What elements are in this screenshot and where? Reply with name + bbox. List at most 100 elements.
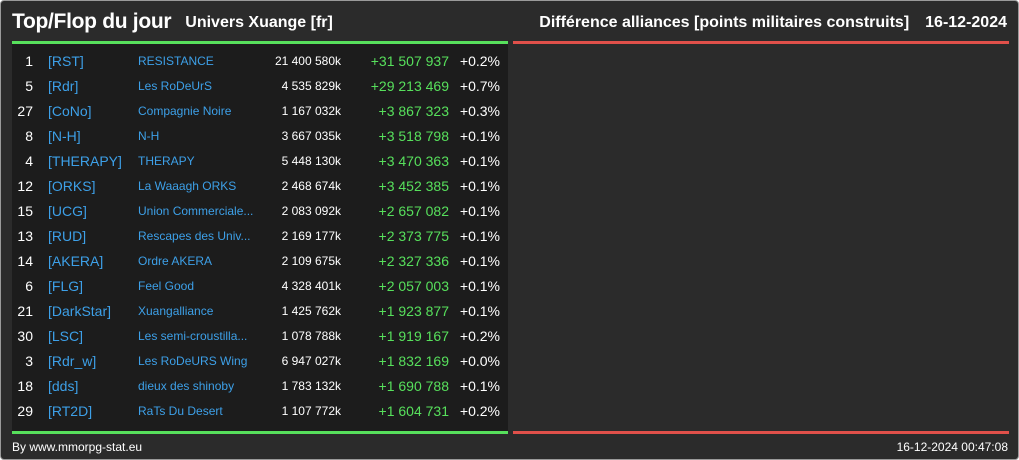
difference-cell: +1 923 877 [378, 303, 449, 319]
header-right: Différence alliances [points militaires … [539, 14, 1007, 32]
rank-cell: 15 [17, 203, 33, 219]
table-row: 30 [LSC] Les semi-croustilla... 1 078 788k +… [12, 324, 508, 349]
top-divider-red [513, 41, 1009, 44]
alliance-name-link[interactable]: RaTs Du Desert [138, 404, 223, 418]
percent-change-cell: +0.3% [459, 103, 500, 119]
alliance-tag-link[interactable]: [Rdr_w] [48, 353, 97, 369]
alliance-tag-link[interactable]: [CoNo] [48, 103, 92, 119]
alliance-name-link[interactable]: Ordre AKERA [138, 254, 213, 268]
alliance-tag-link[interactable]: [AKERA] [48, 253, 104, 269]
table-row: 3 [Rdr_w] Les RoDeURS Wing 6 947 027k +1 832… [12, 349, 508, 374]
difference-cell: +1 690 788 [378, 378, 449, 394]
percent-change-cell: +0.1% [459, 153, 500, 169]
alliance-name-link[interactable]: La Waaagh ORKS [138, 179, 237, 193]
footer-credit[interactable]: By www.mmorpg-stat.eu [12, 440, 143, 454]
bottom-divider-red [513, 431, 1009, 434]
alliance-name-link[interactable]: Xuangalliance [138, 304, 214, 318]
rank-cell: 12 [17, 178, 33, 194]
alliance-name-link[interactable]: RESISTANCE [138, 54, 214, 68]
rank-cell: 6 [25, 278, 33, 294]
percent-change-cell: +0.1% [459, 228, 500, 244]
total-points-cell: 1 078 788k [281, 329, 341, 343]
table-row: 13 [RUD] Rescapes des Univ... 2 169 177k +2 … [12, 224, 508, 249]
difference-cell: +29 213 469 [370, 78, 449, 94]
percent-change-cell: +0.1% [459, 253, 500, 269]
alliance-tag-link[interactable]: [THERAPY] [48, 153, 122, 169]
alliance-tag-link[interactable]: [LSC] [48, 328, 84, 344]
table-row: 5 [Rdr] Les RoDeUrS 4 535 829k +29 213 469 +0… [12, 74, 508, 99]
table-row: 4 [THERAPY] THERAPY 5 448 130k +3 470 363 +0.… [12, 149, 508, 174]
alliance-name-link[interactable]: Compagnie Noire [138, 104, 232, 118]
alliance-name-link[interactable]: Feel Good [138, 279, 195, 293]
total-points-cell: 1 425 762k [281, 304, 341, 318]
difference-cell: +2 373 775 [378, 228, 449, 244]
table-row: 1 [RST] RESISTANCE 21 400 580k +31 507 937 +0… [12, 49, 508, 74]
alliance-name-link[interactable]: Les RoDeUrS [138, 79, 213, 93]
rank-cell: 8 [25, 128, 33, 144]
alliance-tag-link[interactable]: [DarkStar] [48, 303, 112, 319]
rank-cell: 13 [17, 228, 33, 244]
rank-cell: 18 [17, 378, 33, 394]
alliance-tag-link[interactable]: [UCG] [48, 203, 87, 219]
alliance-name-link[interactable]: Rescapes des Univ... [138, 229, 251, 243]
difference-cell: +1 919 167 [378, 328, 449, 344]
alliance-tag-link[interactable]: [FLG] [48, 278, 84, 294]
total-points-cell: 4 535 829k [281, 79, 341, 93]
alliance-tag-link[interactable]: [RST] [48, 53, 84, 69]
difference-cell: +2 057 003 [378, 278, 449, 294]
alliance-tag-link[interactable]: [dds] [48, 378, 79, 394]
total-points-cell: 1 783 132k [281, 379, 341, 393]
footer-timestamp: 16-12-2024 00:47:08 [896, 440, 1008, 454]
alliance-tag-link[interactable]: [N-H] [48, 128, 81, 144]
page-title: Top/Flop du jour [12, 10, 172, 33]
total-points-cell: 1 107 772k [281, 404, 341, 418]
alliance-name-link[interactable]: dieux des shinoby [138, 379, 235, 393]
rank-cell: 27 [17, 103, 33, 119]
rank-cell: 14 [17, 253, 33, 269]
percent-change-cell: +0.1% [459, 178, 500, 194]
total-points-cell: 4 328 401k [281, 279, 341, 293]
alliance-name-link[interactable]: Les semi-croustilla... [138, 329, 248, 343]
percent-change-cell: +0.1% [459, 128, 500, 144]
percent-change-cell: +0.1% [459, 203, 500, 219]
difference-cell: +3 452 385 [378, 178, 449, 194]
difference-cell: +3 518 798 [378, 128, 449, 144]
universe-label: Univers Xuange [fr] [185, 14, 333, 31]
difference-cell: +3 867 323 [378, 103, 449, 119]
alliance-name-link[interactable]: THERAPY [138, 154, 195, 168]
header: Top/Flop du jour Univers Xuange [fr] Dif… [12, 7, 1007, 37]
table-row: 12 [ORKS] La Waaagh ORKS 2 468 674k +3 452 3… [12, 174, 508, 199]
alliance-name-link[interactable]: Les RoDeURS Wing [138, 354, 248, 368]
total-points-cell: 3 667 035k [281, 129, 341, 143]
percent-change-cell: +0.0% [459, 353, 500, 369]
bottom-divider-green [12, 431, 508, 434]
total-points-cell: 2 083 092k [281, 204, 341, 218]
rank-cell: 4 [25, 153, 33, 169]
alliance-name-link[interactable]: Union Commerciale... [138, 204, 254, 218]
table-row: 29 [RT2D] RaTs Du Desert 1 107 772k +1 604 7… [12, 399, 508, 424]
header-date: 16-12-2024 [925, 14, 1007, 31]
rank-cell: 3 [25, 353, 33, 369]
table-row: 21 [DarkStar] Xuangalliance 1 425 762k +1 92… [12, 299, 508, 324]
alliance-tag-link[interactable]: [ORKS] [48, 178, 96, 194]
alliance-tag-link[interactable]: [Rdr] [48, 78, 79, 94]
alliance-name-link[interactable]: N-H [138, 129, 160, 143]
total-points-cell: 6 947 027k [281, 354, 341, 368]
rank-cell: 29 [17, 403, 33, 419]
alliance-tag-link[interactable]: [RUD] [48, 228, 87, 244]
alliance-tag-link[interactable]: [RT2D] [48, 403, 93, 419]
percent-change-cell: +0.7% [459, 78, 500, 94]
percent-change-cell: +0.1% [459, 303, 500, 319]
total-points-cell: 1 167 032k [281, 104, 341, 118]
difference-cell: +31 507 937 [370, 53, 449, 69]
total-points-cell: 5 448 130k [281, 154, 341, 168]
percent-change-cell: +0.2% [459, 328, 500, 344]
ranking-subtitle: Différence alliances [points militaires … [539, 14, 910, 31]
percent-change-cell: +0.1% [459, 278, 500, 294]
total-points-cell: 2 169 177k [281, 229, 341, 243]
table-row: 14 [AKERA] Ordre AKERA 2 109 675k +2 327 336… [12, 249, 508, 274]
difference-cell: +1 832 169 [378, 353, 449, 369]
table-row: 18 [dds] dieux des shinoby 1 783 132k +1 690… [12, 374, 508, 399]
table-row: 6 [FLG] Feel Good 4 328 401k +2 057 003 +0.1% [12, 274, 508, 299]
